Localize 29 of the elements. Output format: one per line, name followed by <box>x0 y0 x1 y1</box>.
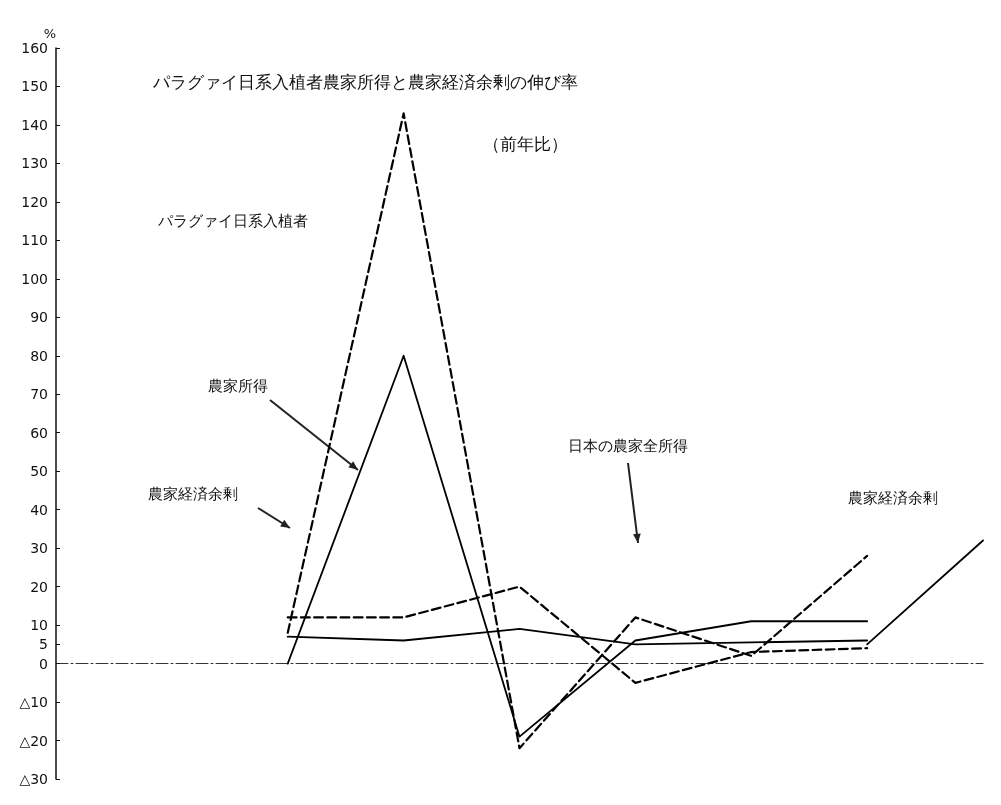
y-tick-label: 5 <box>39 636 48 653</box>
text: （前年比） <box>483 133 568 154</box>
y-tick-label: 40 <box>30 501 48 518</box>
y-tick-label: 50 <box>30 463 48 480</box>
annotation: 農家経済余剰 <box>148 484 238 503</box>
annotation: 農家所得 <box>208 376 268 395</box>
y-tick-label: △10 <box>19 694 48 711</box>
y-tick-label: 10 <box>30 617 48 634</box>
y-tick-label: 150 <box>21 78 48 95</box>
annotation: 日本の農家全所得 <box>568 436 688 455</box>
y-axis-title: % <box>43 26 56 41</box>
y-tick-label: 120 <box>21 193 48 210</box>
y-tick-label: 160 <box>21 40 48 56</box>
y-tick-label: 140 <box>21 116 48 133</box>
y-tick-label: 70 <box>30 386 48 403</box>
y-tick-label: 30 <box>30 540 48 557</box>
y-tick-label: 0 <box>39 655 48 672</box>
y-tick-label: △30 <box>19 771 48 787</box>
y-tick-label: 60 <box>30 424 48 441</box>
y-tick-label: 130 <box>21 155 48 172</box>
y-tick-label: 80 <box>30 347 48 364</box>
y-tick-label: 90 <box>30 309 48 326</box>
text: パラグァイ日系入植者農家所得と農家経済余剰の伸び率 <box>152 71 578 92</box>
y-tick-label: 20 <box>30 578 48 595</box>
y-tick-label: 100 <box>21 270 48 287</box>
annotation: 農家経済余剰 <box>848 488 938 507</box>
y-tick-label: △20 <box>19 732 48 749</box>
y-tick-label: 110 <box>21 232 48 249</box>
annotation: パラグァイ日系入植者 <box>157 211 308 230</box>
